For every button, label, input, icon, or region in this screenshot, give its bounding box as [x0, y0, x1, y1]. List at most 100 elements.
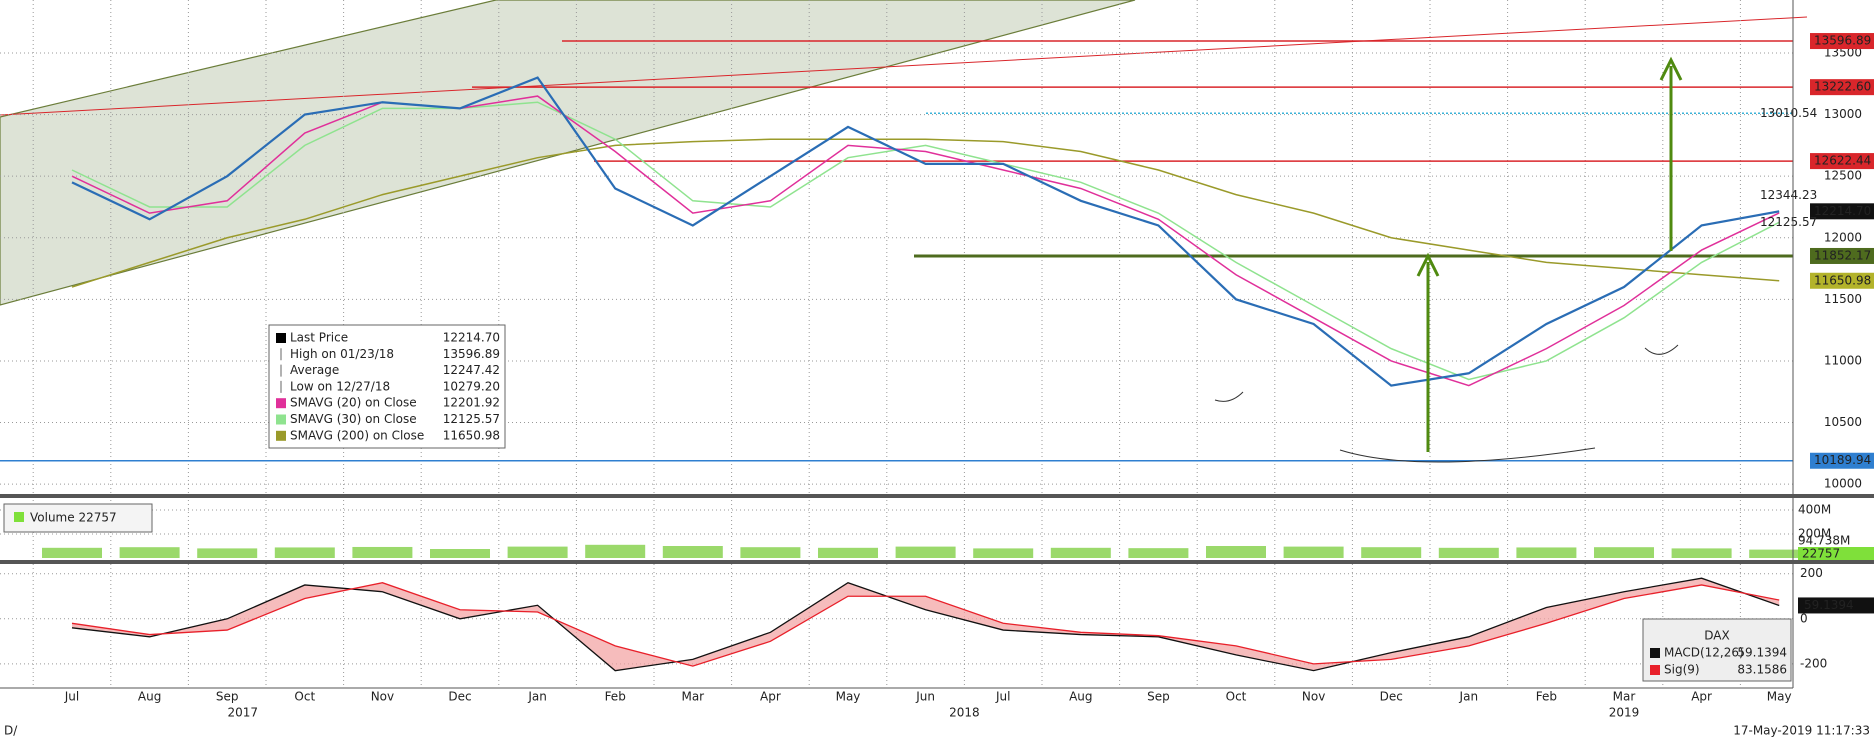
y-tick-label: 11500 [1824, 292, 1862, 306]
y-tick-label: 11000 [1824, 353, 1862, 367]
x-tick-label: Jul [64, 690, 79, 704]
x-tick-label: May [836, 690, 861, 704]
legend-name: Last Price [290, 331, 348, 345]
legend: Last Price 12214.70 High on 01/23/18 13596.… [268, 324, 506, 449]
volume-bar [818, 547, 878, 558]
y-tick-label: 0 [1800, 611, 1808, 625]
volume-legend: Volume 22757 [30, 511, 117, 525]
x-tick-label: Aug [1069, 690, 1092, 704]
arrow [1416, 252, 1440, 452]
y-tick-label: 200M [1798, 527, 1831, 541]
volume-bar [430, 549, 490, 558]
y-tick-label: 12500 [1824, 169, 1862, 183]
y-tick-label: 200 [1800, 566, 1823, 580]
y-tick-label: 400M [1798, 503, 1831, 517]
level-box [1810, 247, 1874, 264]
level-label: 13010.54 [1760, 106, 1817, 120]
volume-bar [274, 547, 335, 558]
x-tick-label: Mar [1613, 690, 1636, 704]
legend-name: Sig(9) [1664, 663, 1700, 677]
level-label: 12214.70 [1814, 204, 1871, 218]
y-tick-label: 10500 [1824, 415, 1862, 429]
legend-name: Low on 12/27/18 [290, 379, 390, 393]
level-label: 12125.57 [1760, 215, 1817, 229]
y-tick-label: -200 [1800, 656, 1827, 670]
x-tick-label: Jul [995, 690, 1010, 704]
volume-bar [1128, 548, 1189, 558]
volume-bar [352, 546, 413, 558]
legend-value: 12201.92 [443, 396, 500, 410]
volume-average: 94.738M [1798, 534, 1850, 548]
volume-bar [1594, 547, 1654, 558]
pattern-curve [1339, 447, 1596, 463]
legend-frame [268, 324, 506, 449]
volume-bar [1050, 547, 1111, 558]
legend-value: 10279.20 [443, 379, 500, 393]
year-label: 2019 [1609, 706, 1640, 720]
volume-bar [1438, 547, 1499, 558]
volume-bar [585, 544, 646, 558]
macd-legend-frame [1642, 618, 1792, 682]
x-tick-label: May [1767, 690, 1792, 704]
level-label: 11852.17 [1814, 248, 1871, 262]
volume-bar [1516, 547, 1577, 558]
x-tick-label: Dec [448, 690, 471, 704]
volume-bar [662, 546, 723, 558]
x-tick-label: Feb [605, 690, 626, 704]
pattern-curve [1214, 391, 1244, 402]
volume-bar [42, 547, 102, 558]
x-tick-label: Mar [681, 690, 704, 704]
legend-name: MACD(12,26) [1664, 646, 1744, 660]
panel-divider [0, 560, 1874, 564]
level-box [1810, 272, 1874, 289]
volume-bar [895, 546, 956, 558]
volume-last: 22757 [1802, 547, 1840, 561]
x-tick-label: Apr [760, 690, 781, 704]
plot-layer: Jul Aug Sep Oct Nov Dec Jan Feb Mar Apr May Jun Jul A… [0, 0, 1874, 720]
level-box [1810, 153, 1874, 170]
level-label: 11650.98 [1814, 273, 1871, 287]
x-tick-label: Sep [1147, 690, 1170, 704]
macd-instrument: DAX [1704, 629, 1729, 643]
legend-value: 83.1586 [1737, 663, 1787, 677]
footer-right: 17-May-2019 11:17:33 [1733, 724, 1870, 738]
year-label: 2018 [949, 706, 980, 720]
volume-bar [1361, 547, 1422, 558]
volume-bar [507, 546, 568, 558]
legend-name: SMAVG (200) on Close [290, 428, 424, 442]
x-tick-label: Jun [915, 690, 935, 704]
volume-bar [973, 548, 1034, 558]
legend-name: High on 01/23/18 [290, 347, 394, 361]
x-tick-label: Aug [138, 690, 161, 704]
x-tick-label: Feb [1536, 690, 1557, 704]
arrow [1659, 56, 1683, 251]
legend-swatch [276, 398, 286, 409]
level-box [1810, 452, 1874, 469]
level-label: 13222.60 [1814, 80, 1871, 94]
volume-bar [1206, 546, 1266, 558]
volume-legend-frame [3, 503, 153, 533]
level-box [1810, 203, 1874, 220]
volume-swatch [14, 512, 24, 522]
x-tick-label: Apr [1691, 690, 1712, 704]
legend-value: 12247.42 [443, 363, 500, 377]
volume-box [1798, 547, 1874, 560]
legend-swatch [276, 333, 286, 343]
footer-left: D/ [4, 724, 18, 738]
volume-bar [1671, 548, 1732, 558]
x-tick-label: Oct [1226, 690, 1247, 704]
legend-swatch [1650, 665, 1660, 675]
price-line [71, 95, 1780, 387]
level-label: 12344.23 [1760, 188, 1817, 202]
legend-value: 12125.57 [443, 412, 500, 426]
legend-swatch [276, 414, 286, 425]
legend-value: 13596.89 [443, 347, 500, 361]
x-tick-label: Dec [1380, 690, 1403, 704]
legend-value: 12214.70 [443, 331, 500, 345]
legend-value: 11650.98 [443, 428, 500, 442]
macd-last: 59.1394 [1804, 598, 1854, 612]
macd-box [1798, 597, 1874, 614]
volume-bar [197, 548, 258, 558]
level-box [1810, 33, 1874, 50]
